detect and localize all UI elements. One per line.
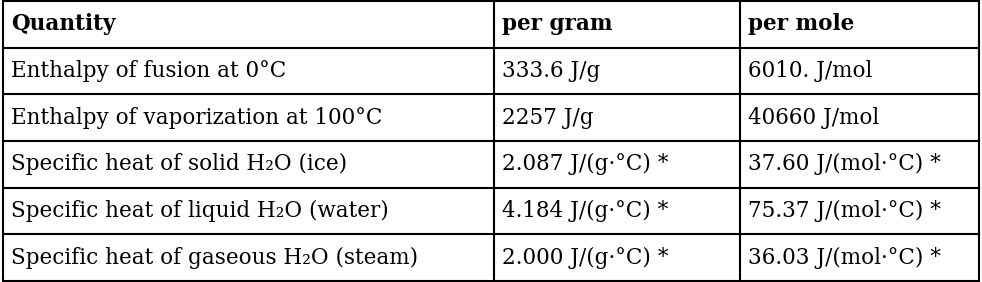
Text: per mole: per mole	[747, 13, 854, 35]
Text: Specific heat of solid H₂O (ice): Specific heat of solid H₂O (ice)	[11, 153, 347, 175]
Text: 2257 J/g: 2257 J/g	[502, 107, 593, 129]
Text: Quantity: Quantity	[11, 13, 115, 35]
Text: 4.184 J/(g·°C) *: 4.184 J/(g·°C) *	[502, 200, 668, 222]
Text: Enthalpy of fusion at 0°C: Enthalpy of fusion at 0°C	[11, 60, 286, 82]
Text: Enthalpy of vaporization at 100°C: Enthalpy of vaporization at 100°C	[11, 107, 382, 129]
Text: Specific heat of liquid H₂O (water): Specific heat of liquid H₂O (water)	[11, 200, 389, 222]
Text: 2.087 J/(g·°C) *: 2.087 J/(g·°C) *	[502, 153, 669, 175]
Text: 36.03 J/(mol·°C) *: 36.03 J/(mol·°C) *	[747, 247, 941, 269]
Text: 6010. J/mol: 6010. J/mol	[747, 60, 872, 82]
Text: per gram: per gram	[502, 13, 613, 35]
Text: 2.000 J/(g·°C) *: 2.000 J/(g·°C) *	[502, 247, 669, 269]
Text: Specific heat of gaseous H₂O (steam): Specific heat of gaseous H₂O (steam)	[11, 247, 418, 269]
Text: 40660 J/mol: 40660 J/mol	[747, 107, 879, 129]
Text: 75.37 J/(mol·°C) *: 75.37 J/(mol·°C) *	[747, 200, 941, 222]
Text: 333.6 J/g: 333.6 J/g	[502, 60, 600, 82]
Text: 37.60 J/(mol·°C) *: 37.60 J/(mol·°C) *	[747, 153, 941, 175]
